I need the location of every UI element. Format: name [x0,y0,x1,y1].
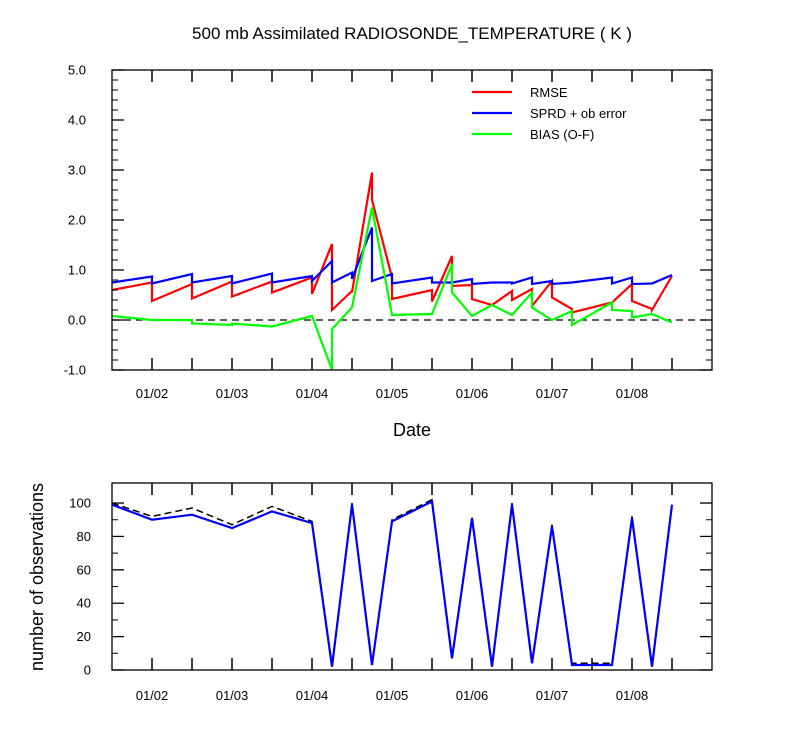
bottom-x-tick-label: 01/05 [376,688,409,703]
bottom-x-tick-label: 01/06 [456,688,489,703]
legend-label: RMSE [530,85,568,100]
top-x-tick-label: 01/07 [536,386,569,401]
chart-title: 500 mb Assimilated RADIOSONDE_TEMPERATUR… [192,24,632,43]
series-line-rmse [111,172,673,315]
bottom-y-tick-label: 100 [69,496,91,511]
bottom-y-tick-label: 0 [84,663,91,678]
top-y-tick-label: 5.0 [68,63,86,78]
top-y-tick-label: 3.0 [68,163,86,178]
bottom-x-tick-label: 01/07 [536,688,569,703]
top-series-group [111,172,673,371]
top-y-tick-label: 4.0 [68,113,86,128]
legend-label: SPRD + ob error [530,106,627,121]
top-chart: 500 mb Assimilated RADIOSONDE_TEMPERATUR… [64,24,713,440]
bottom-x-tick-label: 01/02 [136,688,169,703]
bottom-y-tick-label: 60 [77,562,91,577]
legend-label: BIAS (O-F) [530,127,594,142]
bottom-chart: 01/02 01/03 01/04 01/05 01/06 01/07 01/08 0 20 40… [27,482,713,703]
top-x-tick-label: 01/03 [216,386,249,401]
bottom-y-tick-label: 80 [77,529,91,544]
bottom-x-tick-label: 01/03 [216,688,249,703]
bottom-plot-frame [111,482,713,671]
top-x-tick-label: 01/02 [136,386,169,401]
legend: RMSE SPRD + ob error BIAS (O-F) [472,85,627,142]
bottom-y-tick-label: 20 [77,629,91,644]
top-y-tick-label: -1.0 [64,363,86,378]
top-x-tick-label: 01/05 [376,386,409,401]
obs-series-line-assimilated [111,499,674,667]
top-x-tick-label: 01/04 [296,386,329,401]
bottom-y-tick-label: 40 [77,596,91,611]
top-x-tick-label: 01/08 [616,386,649,401]
bottom-y-axis-title: number of observations [27,483,47,671]
series-line-bias-o-f [111,207,673,371]
top-x-axis-title: Date [393,420,431,440]
top-y-tick-label: 1.0 [68,263,86,278]
top-axes-group: 01/02 01/03 01/04 01/05 01/06 01/07 01/08 -1.0 0… [64,63,712,401]
series-line-sprd-ob-error [111,227,673,286]
bottom-series-group [111,498,674,667]
top-y-tick-label: 2.0 [68,213,86,228]
bottom-axes-group: 01/02 01/03 01/04 01/05 01/06 01/07 01/08 0 20 40… [69,483,712,703]
bottom-x-tick-label: 01/08 [616,688,649,703]
top-y-tick-label: 0.0 [68,313,86,328]
bottom-x-tick-label: 01/04 [296,688,329,703]
top-x-tick-label: 01/06 [456,386,489,401]
top-plot-frame [111,69,713,371]
